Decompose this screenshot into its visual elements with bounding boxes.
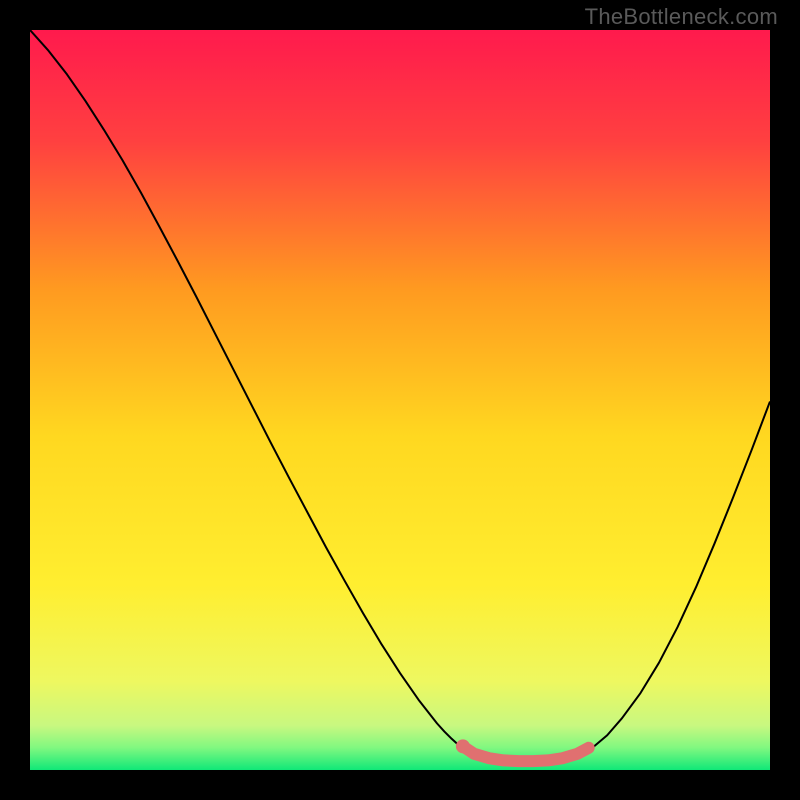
highlight-endpoint-dot — [456, 739, 470, 753]
bottleneck-chart — [30, 30, 770, 770]
watermark-text: TheBottleneck.com — [585, 4, 778, 30]
chart-container — [30, 30, 770, 770]
chart-background — [30, 30, 770, 770]
